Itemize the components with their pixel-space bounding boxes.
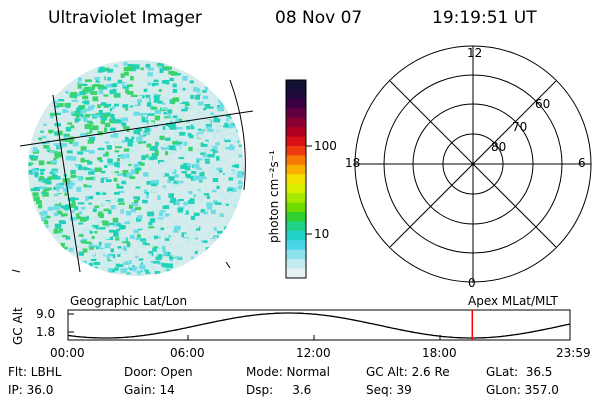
altitude-curve <box>67 312 571 339</box>
geo-longitude-line-left <box>52 94 81 273</box>
orbit-xtick-1200: 12:00 <box>296 346 331 360</box>
geo-tick-mark <box>11 269 21 273</box>
colorbar-tick-10: 10 <box>314 227 330 241</box>
info-mode: Mode: Normal <box>246 365 330 379</box>
colorbar-stripe <box>286 117 306 128</box>
colorbar-stripe <box>286 155 306 166</box>
instrument-title: Ultraviolet Imager <box>48 8 202 28</box>
colorbar-unit-label: photon cm⁻²s⁻¹ <box>267 150 281 243</box>
info-glat: GLat: 36.5 <box>486 365 553 379</box>
polar-diagonal <box>389 80 557 248</box>
colorbar <box>285 79 312 279</box>
info-filter: Flt: LBHL <box>8 365 62 379</box>
orbit-ytick-1.8: 1.8 <box>36 325 56 339</box>
colorbar-stripe <box>286 127 306 138</box>
orbit-xtick-2359: 23:59 <box>556 346 591 360</box>
colorbar-stripe <box>286 249 306 260</box>
colorbar-stripe <box>286 221 306 232</box>
colorbar-stripe <box>286 202 306 213</box>
colorbar-stripe <box>286 146 306 157</box>
colorbar-stripe <box>286 164 306 175</box>
geo-tick-mark <box>225 261 231 269</box>
colorbar-stripe <box>286 98 306 109</box>
apex-label: Apex MLat/MLT <box>468 294 558 308</box>
orbit-xtick-0000: 00:00 <box>50 346 85 360</box>
orbit-axis-title: GC Alt <box>11 307 25 345</box>
mlt-label-12: 12 <box>467 46 483 60</box>
info-ip: IP: 36.0 <box>8 383 54 397</box>
info-glon: GLon: 357.0 <box>486 383 559 397</box>
colorbar-stripe <box>286 108 306 119</box>
colorbar-stripe <box>286 80 306 91</box>
mlt-label-0: 0 <box>468 276 476 290</box>
colorbar-stripe <box>286 230 306 241</box>
colorbar-stripe <box>286 212 306 223</box>
orbit-ytick-9: 9.0 <box>36 307 56 321</box>
lat-label-80: 80 <box>491 140 507 154</box>
colorbar-stripe <box>286 174 306 185</box>
lat-label-70: 70 <box>512 120 528 134</box>
info-seq: Seq: 39 <box>366 383 412 397</box>
geo-latitude-line <box>19 110 254 147</box>
colorbar-stripe <box>286 89 306 100</box>
geographic-label: Geographic Lat/Lon <box>70 294 188 308</box>
info-door: Door: Open <box>124 365 193 379</box>
colorbar-stripe <box>286 240 306 251</box>
orbit-xtick-1800: 18:00 <box>422 346 457 360</box>
info-dsp: Dsp: 3.6 <box>246 383 312 397</box>
time-label: 19:19:51 UT <box>432 8 537 28</box>
colorbar-stripe <box>286 193 306 204</box>
polar-plot <box>354 45 592 283</box>
orbit-plot <box>67 309 571 341</box>
orbit-xtick-0600: 06:00 <box>170 346 205 360</box>
mlt-label-6: 6 <box>578 156 586 170</box>
colorbar-stripe <box>286 136 306 147</box>
uv-image-disk <box>11 60 254 276</box>
colorbar-stripe <box>286 268 306 279</box>
mlt-label-18: 18 <box>345 156 361 170</box>
lat-label-60: 60 <box>535 97 551 111</box>
geo-longitude-line-right <box>229 79 246 191</box>
info-gc-alt: GC Alt: 2.6 Re <box>366 365 450 379</box>
date-label: 08 Nov 07 <box>275 8 363 28</box>
colorbar-stripe <box>286 183 306 194</box>
colorbar-stripe <box>286 259 306 270</box>
info-gain: Gain: 14 <box>124 383 175 397</box>
colorbar-tick-100: 100 <box>314 139 337 153</box>
